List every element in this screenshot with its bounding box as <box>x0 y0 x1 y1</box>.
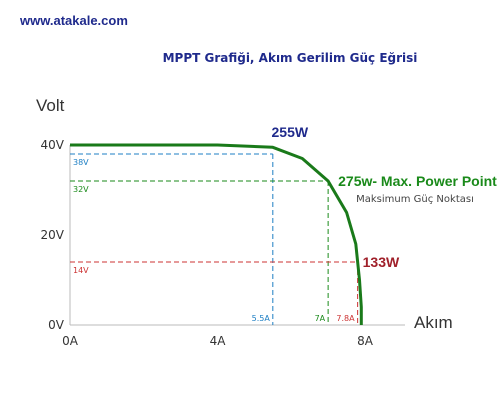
website-url[interactable]: www.atakale.com <box>19 13 128 28</box>
voltage-annotation: 32V <box>73 185 89 194</box>
voltage-annotation: 14V <box>73 266 89 275</box>
x-tick-label: 0A <box>62 334 79 348</box>
x-axis-label: Akım <box>414 313 453 332</box>
point-label-255w: 255W <box>272 124 309 140</box>
chart-title: MPPT Grafiği, Akım Gerilim Güç Eğrisi <box>163 51 418 65</box>
point-sublabel-max-power: Maksimum Güç Noktası <box>356 194 474 205</box>
y-axis-label: Volt <box>36 96 65 115</box>
current-annotation: 5.5A <box>252 314 271 323</box>
y-tick-label: 20V <box>41 228 65 242</box>
current-annotation: 7A <box>315 314 326 323</box>
iv-curve-line <box>70 143 363 325</box>
y-tick-label: 40V <box>41 138 65 152</box>
y-tick-label: 0V <box>48 318 65 332</box>
point-label-max-power: 275w- Max. Power Point <box>338 173 497 189</box>
point-label-133w: 133W <box>363 254 400 270</box>
current-annotation: 7.8A <box>336 314 355 323</box>
x-tick-label: 8A <box>357 334 374 348</box>
x-tick-label: 4A <box>210 334 227 348</box>
voltage-annotation: 38V <box>73 158 89 167</box>
